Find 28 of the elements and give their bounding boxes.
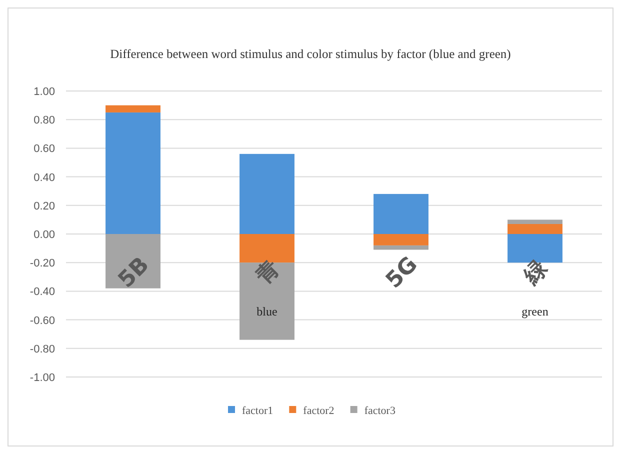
y-tick-label: -0.80 bbox=[30, 343, 55, 356]
chart-title: Difference between word stimulus and color stimulus by factor (blue and green) bbox=[110, 47, 511, 61]
y-tick-label: -0.40 bbox=[30, 286, 55, 298]
y-tick-label: 0.20 bbox=[34, 200, 55, 212]
y-tick-label: 1.00 bbox=[34, 86, 55, 98]
bar bbox=[106, 234, 160, 288]
bar bbox=[240, 154, 294, 234]
x-tick-label: 緑 green bbox=[518, 255, 554, 319]
legend-label: factor1 bbox=[242, 405, 274, 417]
y-tick-label: 0.80 bbox=[34, 114, 55, 127]
bar bbox=[106, 105, 160, 112]
bar bbox=[374, 245, 428, 250]
bar bbox=[374, 234, 428, 246]
bar bbox=[508, 220, 562, 224]
y-tick-label: -0.60 bbox=[30, 314, 55, 327]
bar bbox=[508, 224, 562, 234]
x-tick-label: 5B bbox=[114, 252, 154, 293]
y-tick-label: 0.60 bbox=[34, 143, 55, 156]
bar bbox=[374, 194, 428, 234]
legend-label: factor2 bbox=[303, 405, 334, 417]
y-tick-label: -1.00 bbox=[30, 372, 55, 384]
legend-label: factor3 bbox=[364, 405, 396, 417]
x-tick-label: 5G bbox=[381, 252, 423, 294]
y-tick-label: 0.00 bbox=[34, 229, 55, 241]
bar bbox=[106, 112, 160, 234]
y-tick-label: -0.20 bbox=[30, 258, 55, 270]
y-tick-label: 0.40 bbox=[34, 172, 55, 184]
x-tick-label: 青 blue bbox=[250, 256, 285, 319]
